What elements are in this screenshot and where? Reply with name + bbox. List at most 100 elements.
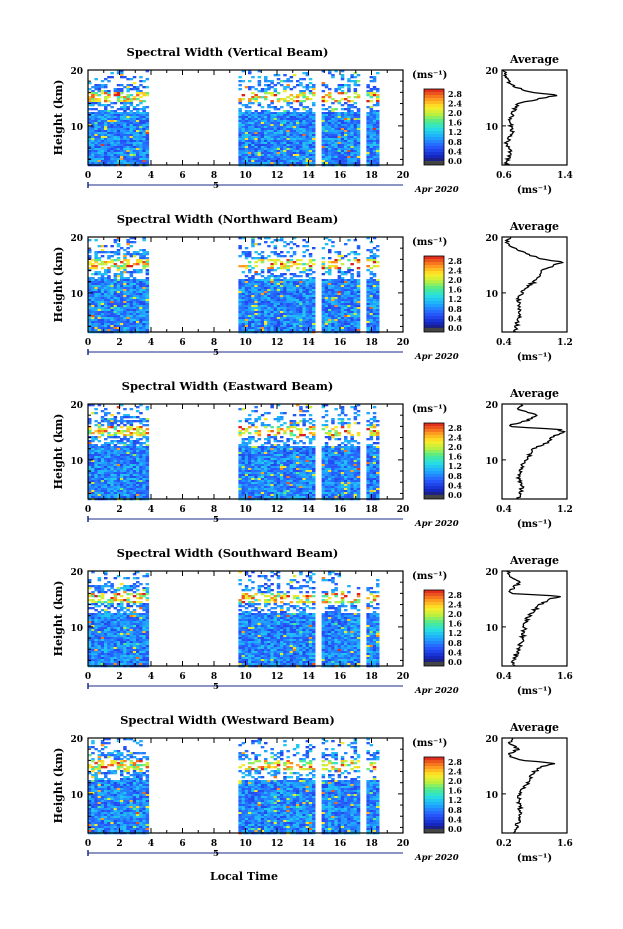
heatmap-cell xyxy=(280,154,284,157)
heatmap-cell xyxy=(347,144,351,147)
heatmap-cell xyxy=(344,120,348,123)
heatmap-cell xyxy=(110,462,114,465)
heatmap-cell xyxy=(244,285,249,288)
heatmap-cell xyxy=(350,251,354,254)
heatmap-cell xyxy=(337,128,342,131)
heatmap-cell xyxy=(334,317,338,320)
heatmap-cell xyxy=(366,323,370,326)
heatmap-cell xyxy=(331,158,335,161)
heatmap-cell xyxy=(129,311,134,314)
heatmap-cell xyxy=(337,118,342,121)
heatmap-cell xyxy=(356,118,361,121)
x-tick-label: 8 xyxy=(211,338,217,348)
heatmap-cell xyxy=(334,301,338,304)
heatmap-cell xyxy=(337,138,342,141)
heatmap-cell xyxy=(347,293,351,296)
heatmap-cell xyxy=(107,142,111,145)
heatmap-cell xyxy=(270,263,274,266)
heatmap-cell xyxy=(110,468,114,471)
heatmap-cell xyxy=(123,474,127,477)
heatmap-cell xyxy=(116,162,121,165)
heatmap-cell xyxy=(123,488,127,491)
heatmap-cell xyxy=(136,327,140,330)
heatmap-cell xyxy=(136,458,140,461)
heatmap-cell xyxy=(376,156,380,159)
heatmap-cell xyxy=(254,128,258,131)
heatmap-cell xyxy=(142,315,146,318)
heatmap-cell xyxy=(312,325,316,328)
x-tick-label: 10 xyxy=(239,171,252,181)
heatmap-cell xyxy=(369,311,374,314)
heatmap-cell xyxy=(270,92,274,95)
heatmap-cell xyxy=(123,311,127,314)
heatmap-cell xyxy=(273,307,278,310)
heatmap-cell xyxy=(305,291,310,294)
heatmap-cell xyxy=(126,458,130,461)
heatmap-cell xyxy=(91,146,95,149)
heatmap-cell xyxy=(372,132,377,135)
heatmap-cell xyxy=(248,112,252,115)
heatmap-cell xyxy=(241,144,246,147)
heatmap-cell xyxy=(292,100,297,103)
heatmap-cell xyxy=(129,432,134,435)
heatmap-cell xyxy=(145,301,150,304)
heatmap-cell xyxy=(100,432,105,435)
heatmap-cell xyxy=(88,478,92,481)
heatmap-cell xyxy=(254,94,258,97)
heatmap-cell xyxy=(254,257,258,260)
heatmap-cell xyxy=(324,295,329,298)
heatmap-cell xyxy=(289,297,294,300)
heatmap-cell xyxy=(299,102,303,105)
heatmap-cell xyxy=(88,293,92,296)
heatmap-cell xyxy=(302,281,306,284)
heatmap-cell xyxy=(94,454,98,457)
heatmap-cell xyxy=(107,420,111,423)
heatmap-cell xyxy=(260,130,265,133)
heatmap-cell xyxy=(110,315,114,318)
heatmap-cell xyxy=(145,86,150,89)
heatmap-cell xyxy=(88,148,92,151)
heatmap-cell xyxy=(132,305,137,308)
heatmap-cell xyxy=(104,472,108,475)
heatmap-cell xyxy=(241,313,246,316)
heatmap-cell xyxy=(110,114,114,117)
heatmap-cell xyxy=(299,279,303,282)
heatmap-cell xyxy=(356,140,361,143)
heatmap-cell xyxy=(88,309,92,312)
heatmap-cell xyxy=(302,307,306,310)
heatmap-cell xyxy=(308,309,313,312)
heatmap-cell xyxy=(129,291,134,294)
heatmap-cell xyxy=(129,98,134,101)
heatmap-cell xyxy=(145,327,150,330)
heatmap-cell xyxy=(270,80,274,83)
heatmap-cell xyxy=(328,130,332,133)
heatmap-cell xyxy=(116,482,121,485)
heatmap-cell xyxy=(126,253,130,256)
heatmap-cell xyxy=(337,291,342,294)
heatmap-cell xyxy=(132,315,137,318)
heatmap-cell xyxy=(283,116,287,119)
heatmap-cell xyxy=(116,156,121,159)
heatmap-cell xyxy=(104,311,108,314)
heatmap-cell xyxy=(251,126,255,129)
heatmap-cell xyxy=(366,309,370,312)
heatmap-cell xyxy=(270,86,274,89)
heatmap-cell xyxy=(369,309,374,312)
heatmap-cell xyxy=(139,305,143,308)
heatmap-cell xyxy=(126,148,130,151)
heatmap-cell xyxy=(142,132,146,135)
heatmap-cell xyxy=(283,86,287,89)
heatmap-cell xyxy=(113,134,118,137)
heatmap-cell xyxy=(308,116,313,119)
heatmap-cell xyxy=(142,162,146,165)
heatmap-cell xyxy=(248,323,252,326)
heatmap-cell xyxy=(257,128,262,131)
heatmap-cell xyxy=(356,285,361,288)
colorbar-tick-label: 2.8 xyxy=(448,89,462,99)
heatmap-cell xyxy=(308,321,313,324)
heatmap-cell xyxy=(347,305,351,308)
heatmap-cell xyxy=(113,162,118,165)
heatmap-cell xyxy=(299,311,303,314)
heatmap-cell xyxy=(289,325,294,328)
heatmap-cell xyxy=(129,136,134,139)
